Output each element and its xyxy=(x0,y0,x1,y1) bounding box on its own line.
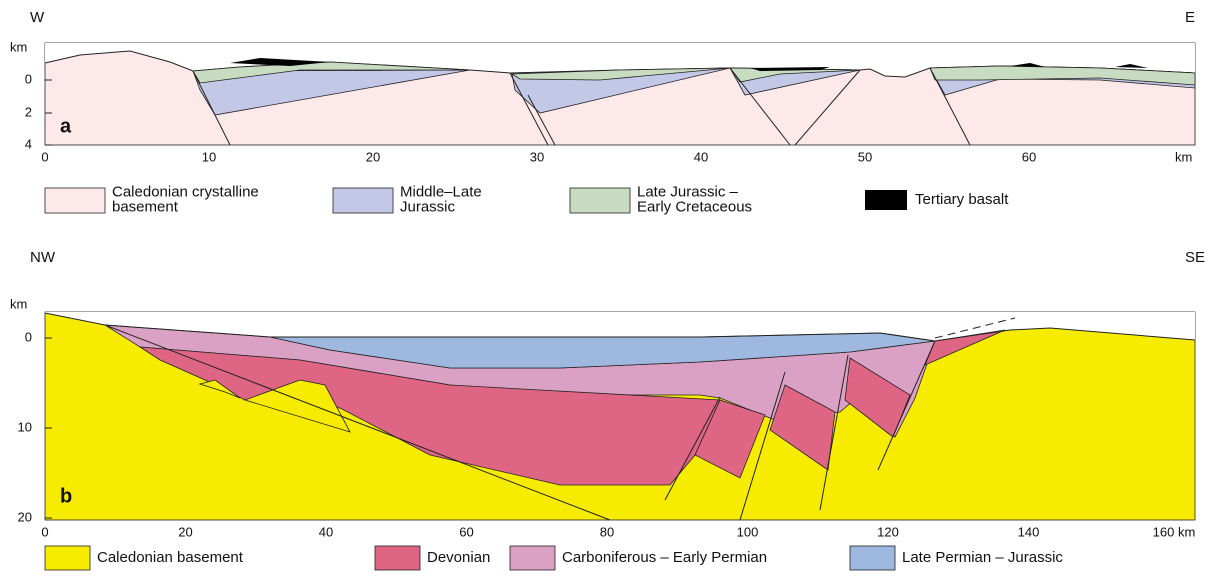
panel-label: b xyxy=(60,485,72,507)
legend-label: Devonian xyxy=(427,549,490,566)
depth-tick-label: 10 xyxy=(18,419,32,434)
depth-unit: km xyxy=(10,296,27,311)
legend-label: Late Permian – Jurassic xyxy=(902,549,1063,566)
legend-label: Caledonian basement xyxy=(97,549,244,566)
distance-tick-label: 10 xyxy=(202,149,216,164)
legend-label: Tertiary basalt xyxy=(915,191,1009,208)
panel-label: a xyxy=(60,115,72,137)
distance-tick-label: 0 xyxy=(41,149,48,164)
depth-tick-label: 2 xyxy=(25,104,32,119)
direction-label: NW xyxy=(30,249,56,266)
depth-unit: km xyxy=(10,39,27,54)
distance-tick-label: 50 xyxy=(858,149,872,164)
distance-tick-label: 40 xyxy=(319,524,333,539)
section-a xyxy=(45,43,1195,145)
distance-tick-label: 80 xyxy=(600,524,614,539)
distance-tick-label: 140 xyxy=(1018,524,1040,539)
section-b xyxy=(45,312,1195,520)
distance-tick-label: 30 xyxy=(530,149,544,164)
distance-tick-label: 0 xyxy=(41,524,48,539)
distance-tick-label: 100 xyxy=(737,524,759,539)
legend-label: Early Cretaceous xyxy=(637,198,752,215)
cross-sections: WEkm0240102030405060kmaCaledonian crysta… xyxy=(0,0,1226,583)
distance-tick-label: 40 xyxy=(694,149,708,164)
depth-tick-label: 4 xyxy=(25,136,32,151)
direction-label: W xyxy=(30,9,45,26)
distance-tick-label: 60 xyxy=(1022,149,1036,164)
legend-label: basement xyxy=(112,198,179,215)
direction-label: E xyxy=(1185,9,1195,26)
distance-tick-label: 20 xyxy=(366,149,380,164)
legend-label: Jurassic xyxy=(400,198,456,215)
distance-tick-label: 160 km xyxy=(1153,524,1196,539)
distance-tick-label: 20 xyxy=(178,524,192,539)
distance-tick-label: 60 xyxy=(459,524,473,539)
depth-tick-label: 20 xyxy=(18,509,32,524)
depth-tick-label: 0 xyxy=(25,71,32,86)
distance-unit: km xyxy=(1175,149,1192,164)
legend-label: Carboniferous – Early Permian xyxy=(562,549,767,566)
direction-label: SE xyxy=(1185,249,1205,266)
depth-tick-label: 0 xyxy=(25,329,32,344)
distance-tick-label: 120 xyxy=(877,524,899,539)
